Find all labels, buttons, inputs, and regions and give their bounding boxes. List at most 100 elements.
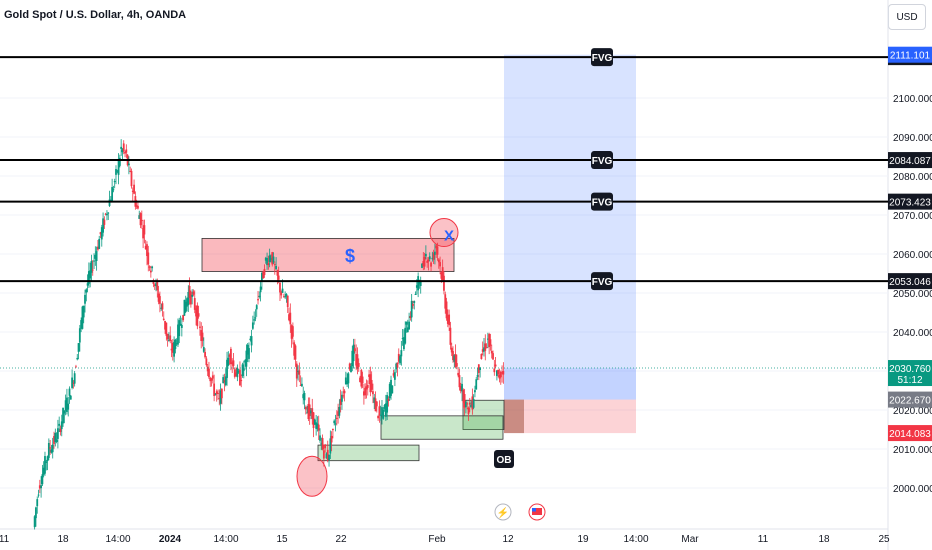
- candle-body: [279, 282, 281, 293]
- candle-body: [449, 327, 452, 345]
- candle-body: [388, 384, 391, 399]
- candle-body: [124, 151, 126, 154]
- chart-title: Gold Spot / U.S. Dollar, 4h, OANDA: [4, 9, 187, 21]
- candle-body: [46, 456, 49, 462]
- candle-body: [332, 428, 334, 431]
- candle-body: [53, 436, 55, 444]
- candle-body: [366, 384, 369, 388]
- candle-body: [33, 516, 36, 528]
- level-price-label: 2053.046: [889, 277, 931, 288]
- candle-body: [422, 261, 425, 267]
- candle-body: [80, 320, 83, 329]
- candle-body: [302, 394, 305, 399]
- candle-body: [344, 377, 347, 385]
- candle-body: [392, 373, 395, 376]
- candle-body: [414, 293, 417, 295]
- candle-body: [228, 354, 231, 357]
- candle-body: [87, 271, 90, 284]
- candle-body: [73, 373, 76, 384]
- candle-body: [426, 260, 429, 263]
- demand-zone-3: [317, 444, 420, 462]
- candle-body: [245, 350, 248, 367]
- candle-body: [182, 314, 185, 321]
- candle-body: [117, 158, 120, 175]
- candle-body: [191, 294, 194, 297]
- candle-body: [66, 397, 68, 412]
- liquidity-zone: [201, 237, 455, 272]
- candle-body: [348, 363, 351, 370]
- candle-body: [122, 143, 125, 151]
- candle-body: [205, 358, 208, 366]
- candle-body: [445, 301, 448, 319]
- candle-body: [474, 390, 476, 393]
- candle-body: [196, 305, 199, 327]
- us-flag-canton: [532, 508, 536, 512]
- currency-button[interactable]: USD: [888, 4, 926, 30]
- candle-body: [453, 355, 456, 362]
- candle-body: [267, 263, 270, 265]
- candle-body: [377, 416, 380, 419]
- candle-body: [450, 347, 453, 353]
- candle-body: [254, 317, 257, 319]
- candle-body: [409, 316, 412, 318]
- candle-body: [128, 163, 130, 166]
- candle-body: [37, 494, 40, 496]
- low-circle: [296, 455, 328, 497]
- candle-body: [361, 376, 364, 384]
- candle-body: [183, 299, 186, 316]
- fvg-tag: [591, 192, 613, 211]
- price-tag-label: 2111.101: [890, 51, 931, 62]
- candle-body: [187, 292, 190, 306]
- level-price-tag: [888, 152, 932, 169]
- candle-body: [373, 397, 376, 403]
- candle-body: [472, 398, 475, 408]
- x-tick-label: 18: [57, 534, 69, 545]
- candle-body: [495, 370, 498, 376]
- candle-body: [338, 406, 341, 416]
- candle-body: [147, 252, 150, 265]
- candle-body: [133, 184, 135, 194]
- candle-body: [435, 245, 438, 249]
- candle-body: [165, 322, 168, 336]
- candle-body: [477, 364, 480, 373]
- sweep-circle: [429, 218, 459, 248]
- candle-body: [297, 370, 299, 372]
- candle-body: [226, 359, 228, 378]
- candle-body: [64, 400, 67, 411]
- candle-body: [383, 405, 386, 409]
- price-tag: [888, 425, 932, 442]
- candle-body: [107, 212, 110, 214]
- fvg-label: FVG: [592, 277, 613, 288]
- candle-body: [137, 205, 139, 209]
- candle-body: [353, 348, 356, 352]
- candle-body: [113, 180, 116, 183]
- x-tick-label: 19: [577, 534, 589, 545]
- candle-body: [75, 366, 77, 368]
- sweep-symbol: X: [444, 227, 454, 244]
- candle-body: [481, 349, 484, 352]
- candle-body: [49, 447, 52, 449]
- candle-body: [288, 314, 290, 321]
- candle-body: [99, 232, 102, 235]
- candle-body: [342, 395, 345, 397]
- candle-body: [244, 360, 247, 363]
- candle-body: [142, 227, 145, 239]
- flash-icon[interactable]: [494, 503, 512, 521]
- price-tag-label: 2030.760: [889, 364, 931, 375]
- candle-body: [202, 347, 205, 352]
- candle-body: [158, 296, 161, 304]
- candle-body: [121, 149, 124, 153]
- candle-body: [215, 391, 218, 394]
- candle-body: [214, 393, 217, 395]
- candle-body: [467, 407, 470, 415]
- candle-body: [321, 438, 324, 450]
- candle-body: [431, 257, 434, 260]
- candle-body: [454, 354, 457, 367]
- candle-body: [276, 270, 279, 276]
- candle-body: [108, 199, 111, 206]
- candle-body: [209, 377, 212, 382]
- candle-body: [38, 485, 41, 489]
- candle-body: [455, 363, 458, 367]
- candle-body: [231, 362, 234, 365]
